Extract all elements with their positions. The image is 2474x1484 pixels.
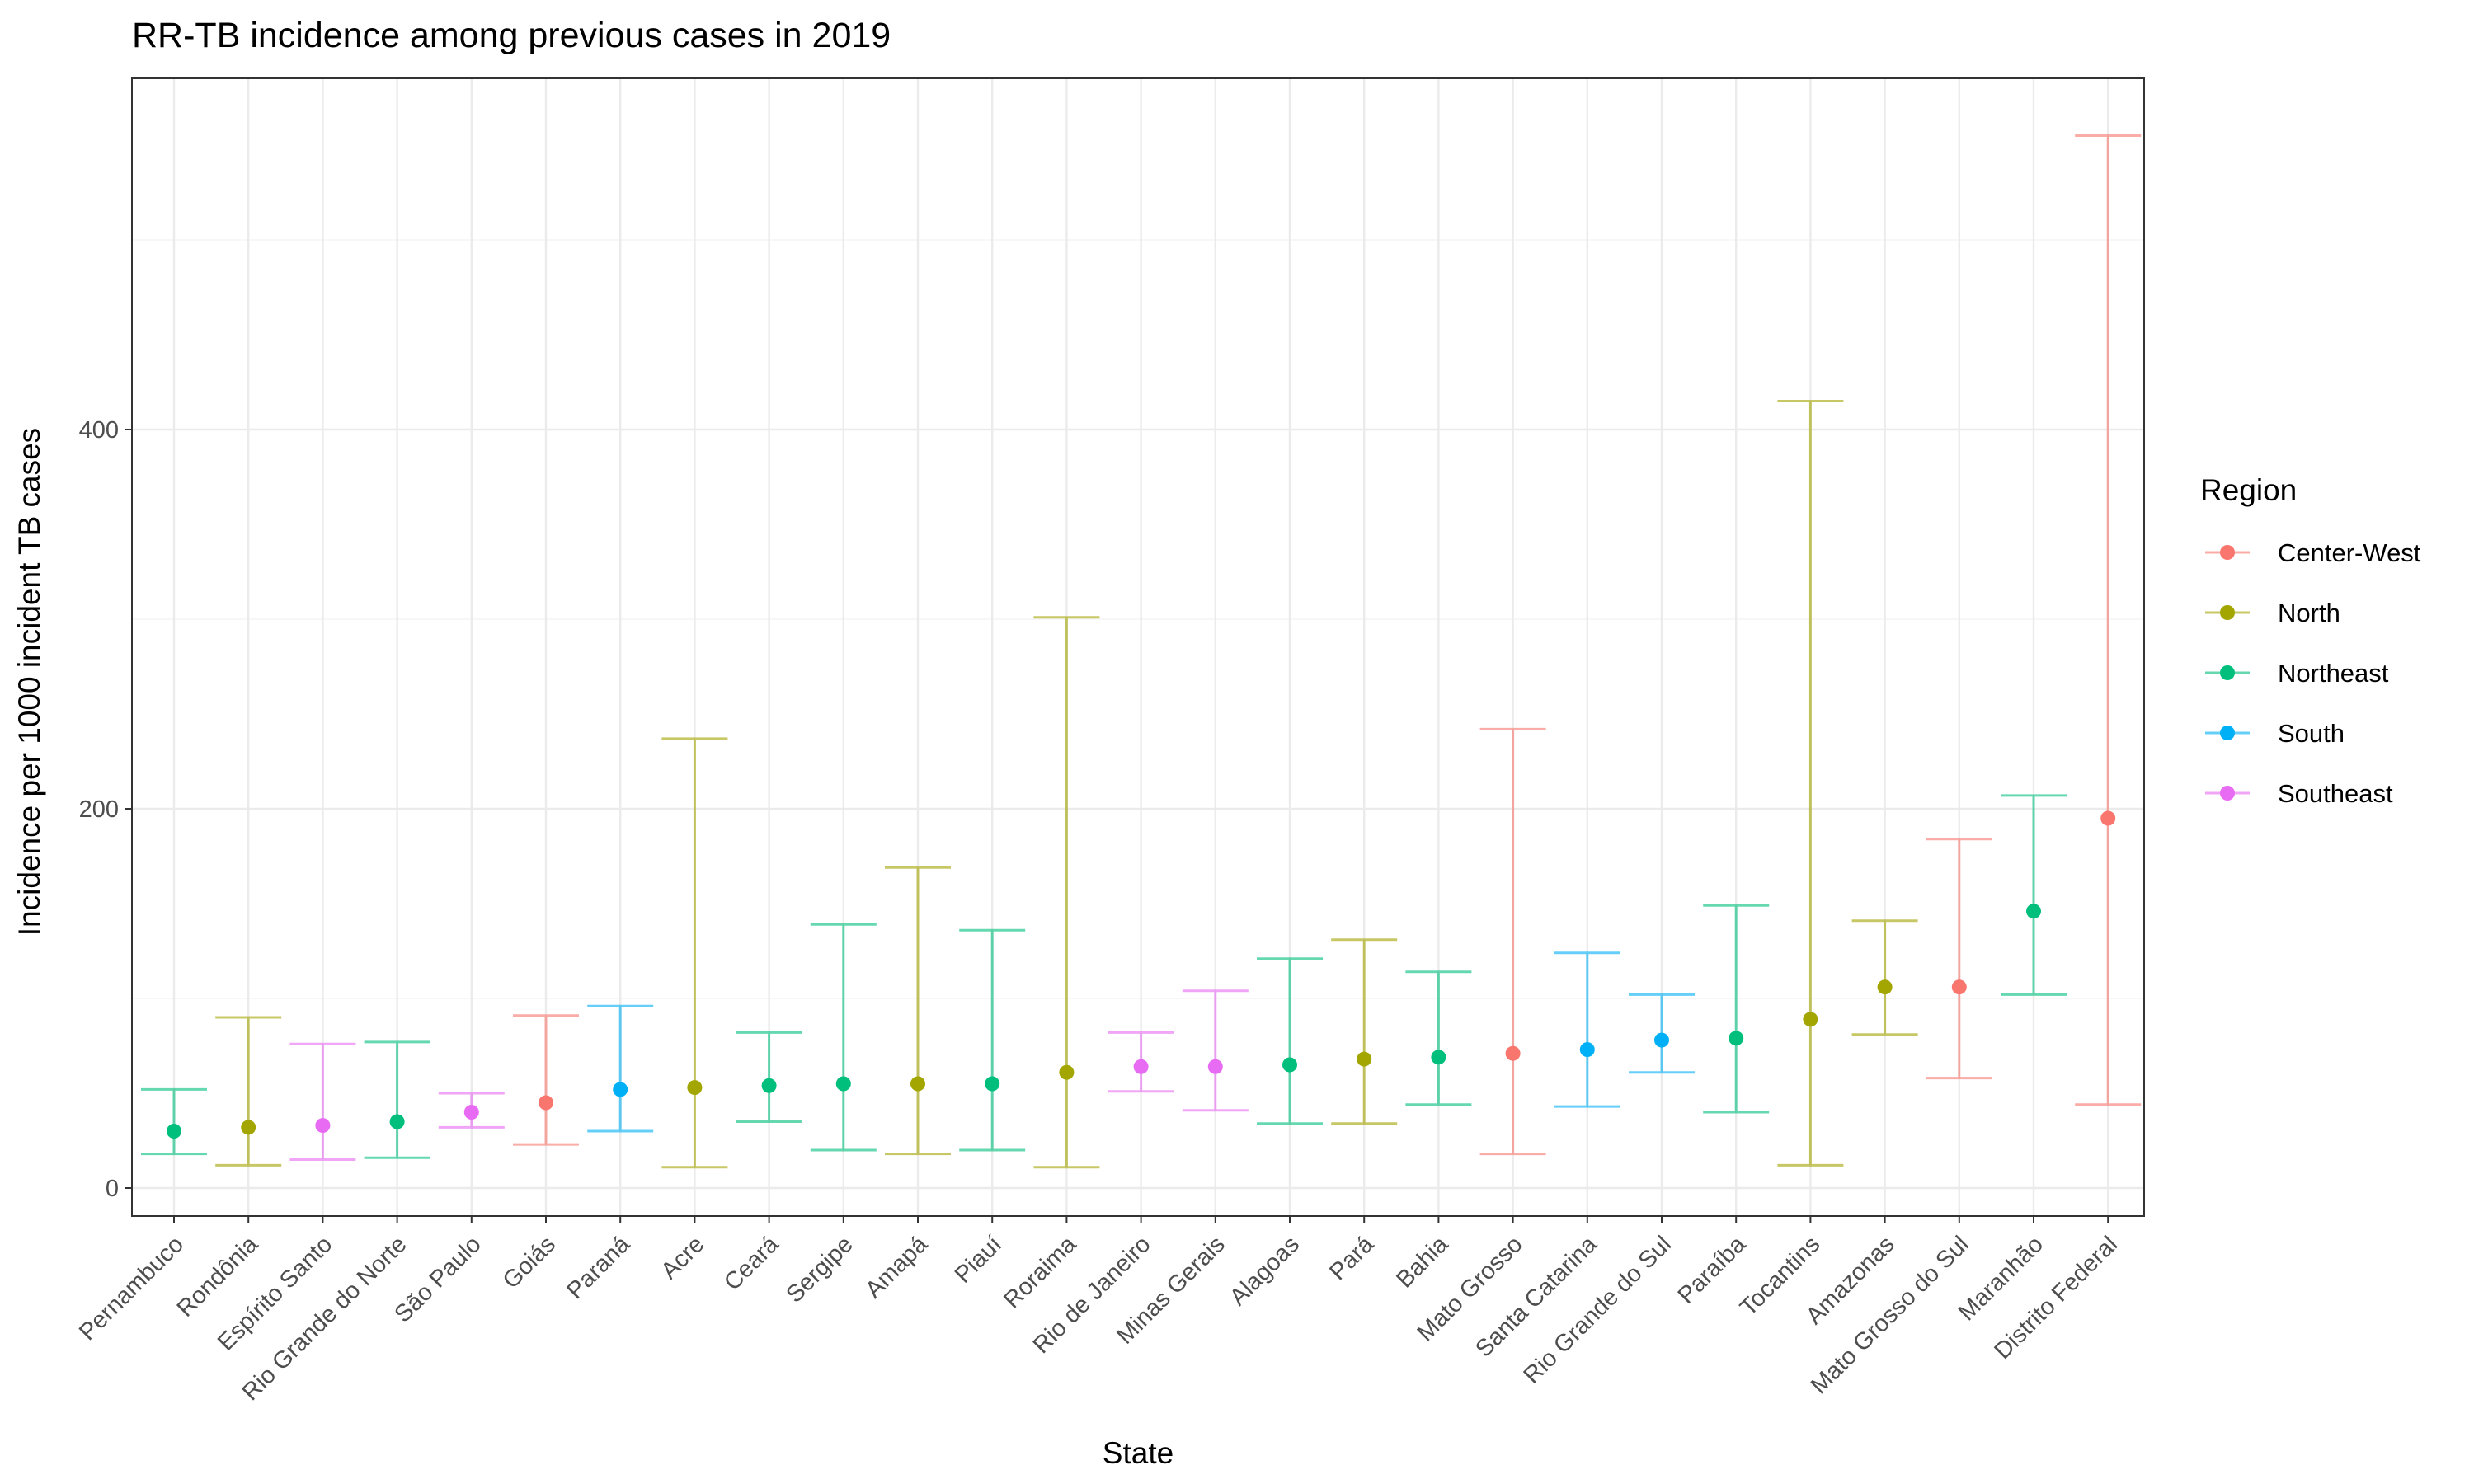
y-tick-label: 400 [79,417,119,444]
data-point [1059,1064,1075,1080]
error-bar [1851,919,1918,1036]
data-point [1654,1032,1669,1048]
data-point [1877,979,1893,995]
error-bar [2001,794,2067,996]
data-point [389,1114,405,1129]
data-point [2026,904,2041,919]
legend-item: Center-West [2205,538,2421,567]
data-point [1357,1051,1372,1067]
errorbar-layer [141,134,2142,1169]
data-point [985,1076,1000,1092]
plot-panel [131,77,2145,1217]
error-bar [810,923,877,1152]
y-axis-title: Incidence per 1000 incident TB cases [12,428,46,936]
y-tick-label: 0 [106,1176,119,1202]
error-bar [141,1087,207,1156]
data-point [910,1076,925,1092]
error-bar [959,928,1026,1152]
error-bar [1777,400,1844,1167]
data-point [1207,1059,1223,1074]
legend-key-point [2220,605,2235,620]
legend-key-point [2220,726,2235,740]
legend-item: Southeast [2205,779,2393,808]
error-bar [885,866,951,1156]
data-point [1579,1042,1595,1058]
error-bar [2075,134,2142,1106]
data-point [2100,810,2116,826]
y-axis: 0 200 400 [79,417,132,1202]
data-point [835,1076,851,1092]
legend-key-point [2220,665,2235,680]
data-point [687,1080,703,1096]
panel-border [131,77,2145,1217]
y-tick-label: 200 [79,796,119,823]
data-point [1729,1031,1744,1046]
legend-label: Northeast [2278,659,2389,688]
legend-label: Southeast [2278,779,2393,808]
data-point [167,1124,181,1139]
data-point [539,1095,553,1111]
data-point [1505,1045,1521,1061]
legend-label: North [2278,599,2340,627]
legend-items: Center-West North Northeast South Southeast [2205,538,2421,808]
legend-item: North [2205,599,2340,627]
legend-key-point [2220,786,2235,801]
legend-item: Northeast [2205,659,2389,688]
legend-item: South [2205,719,2345,748]
legend: Region Center-West North Northeast South Sou… [2200,473,2421,808]
data-point [315,1118,331,1134]
error-bar [1554,951,1620,1108]
error-bar [289,1042,356,1161]
point-layer [167,810,2116,1139]
legend-label: Center-West [2278,538,2421,567]
data-point [1133,1059,1149,1074]
data-point [1951,979,1967,995]
error-bar [1331,938,1398,1125]
data-point [241,1120,256,1135]
error-bar [1405,970,1472,1106]
error-bar [736,1031,802,1123]
error-bar [1926,838,1992,1080]
error-bar [661,737,728,1169]
chart-title: RR-TB incidence among previous cases in … [132,16,891,55]
data-point [1431,1050,1446,1065]
error-bar [1703,904,1770,1114]
x-axis-title: State [1103,1436,1174,1470]
legend-title: Region [2200,473,2297,507]
data-point [463,1105,479,1120]
error-bar [1479,727,1546,1156]
data-point [1803,1012,1818,1027]
legend-key-point [2220,545,2235,560]
error-bar [587,1004,654,1133]
error-bar [215,1016,282,1167]
data-point [613,1082,628,1097]
error-bar [364,1040,430,1159]
error-bar [1182,989,1249,1112]
data-point [761,1078,777,1093]
error-bar [513,1014,579,1146]
error-bar [1257,957,1323,1125]
data-point [1282,1057,1297,1073]
legend-label: South [2278,719,2345,748]
